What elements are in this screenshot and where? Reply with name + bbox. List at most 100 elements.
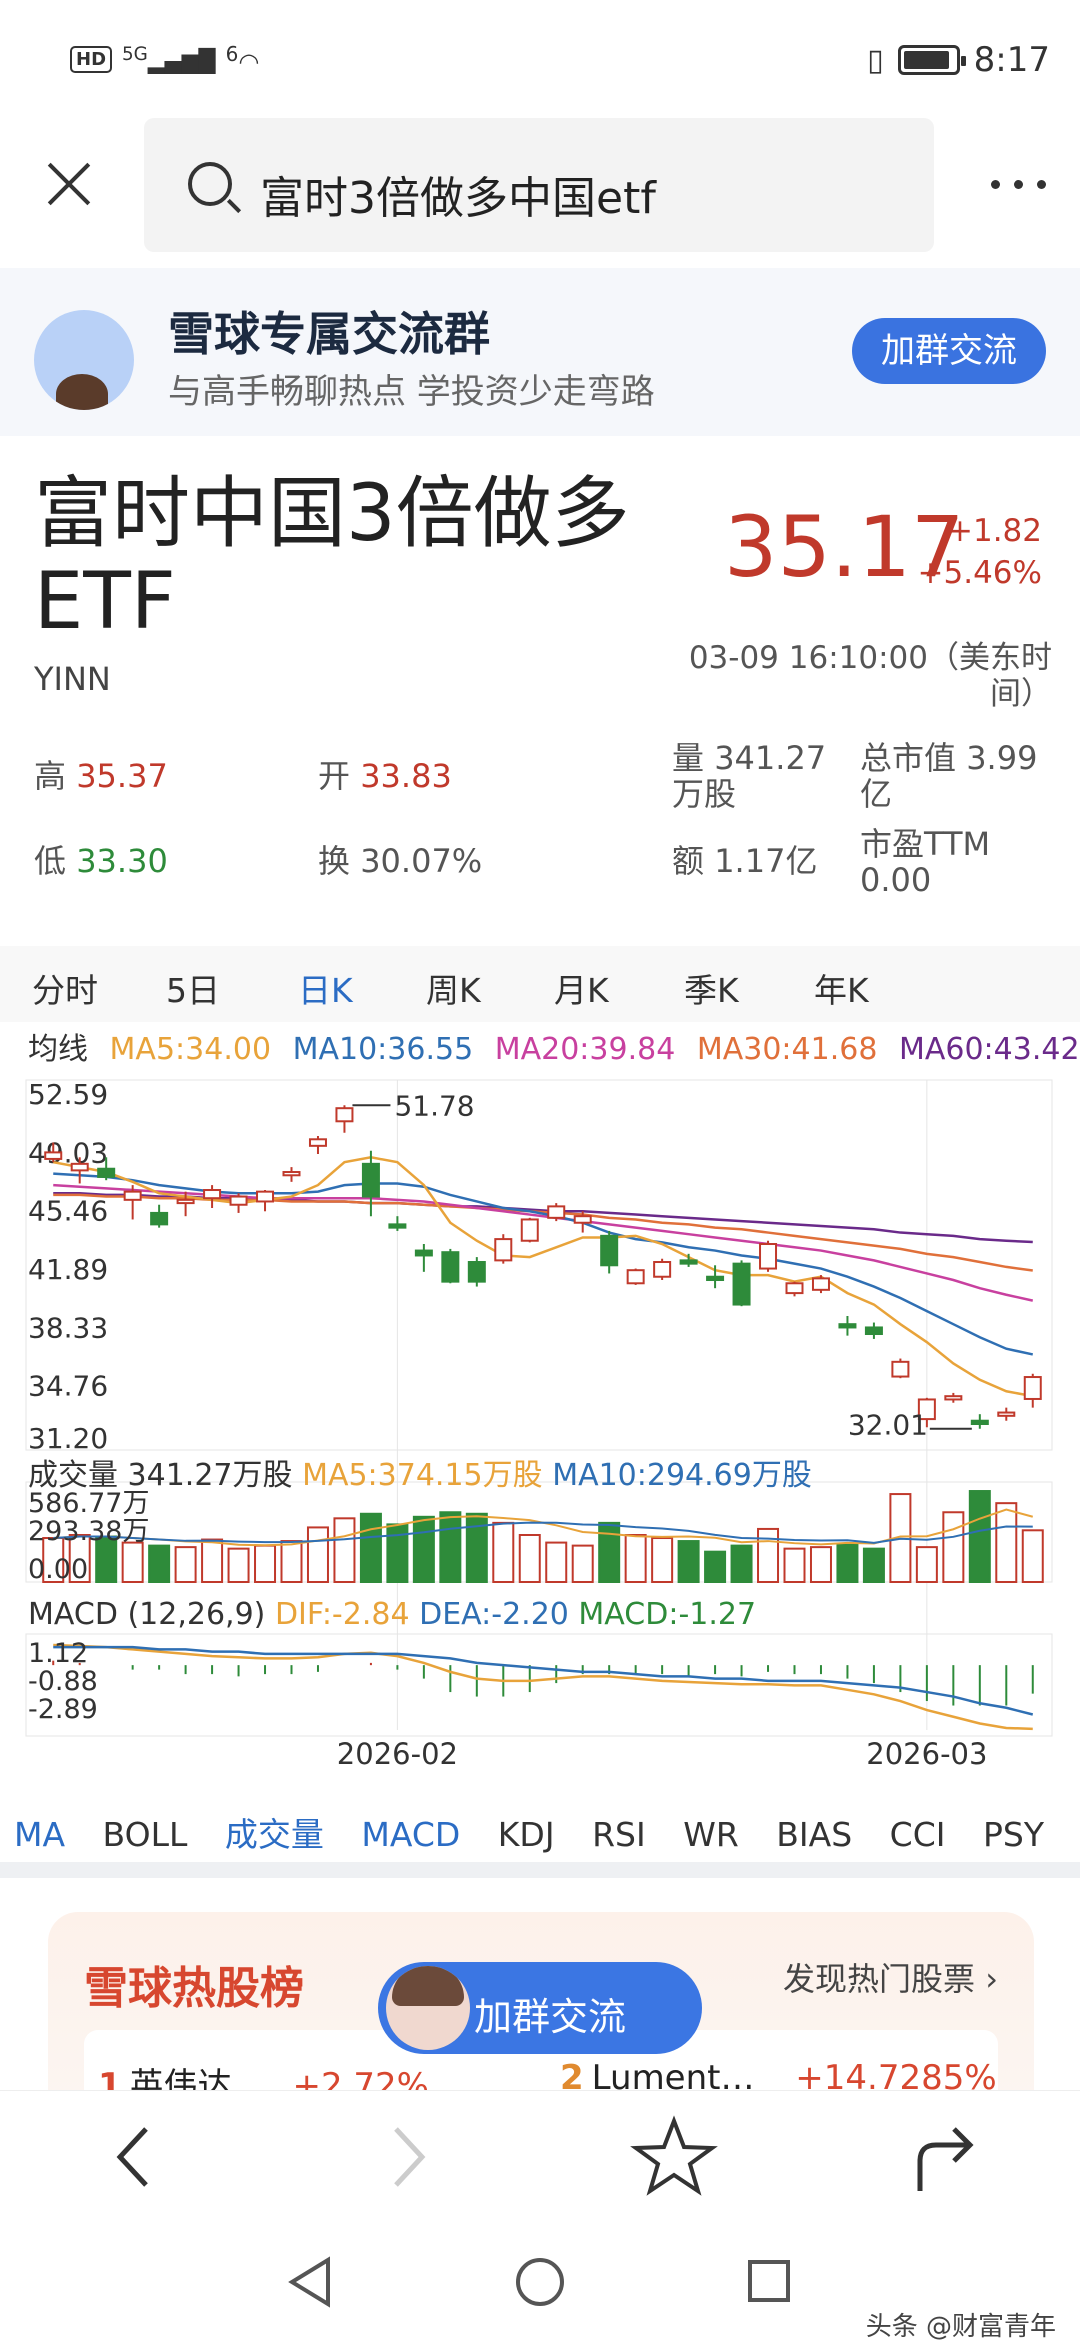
wifi-icon: 6◠	[225, 42, 260, 76]
candle-body	[811, 1277, 830, 1291]
more-icon[interactable]	[991, 180, 1046, 189]
change-value: +1.82	[947, 513, 1042, 549]
volume-bar	[412, 1515, 435, 1584]
macd-value: MACD:-1.27	[578, 1597, 757, 1632]
tab-ind-ma[interactable]: MA	[14, 1815, 66, 1854]
y-tick-label: 34.76	[28, 1370, 108, 1403]
candle-body	[944, 1395, 963, 1401]
star-icon[interactable]	[630, 2115, 718, 2196]
candle-body	[97, 1167, 116, 1178]
back-icon[interactable]	[116, 2127, 148, 2187]
y-tick-label: 31.20	[28, 1422, 108, 1455]
candle-body	[441, 1251, 460, 1283]
ma60-line	[53, 1192, 1033, 1244]
tab-ind-cci[interactable]: CCI	[889, 1815, 946, 1854]
search-input[interactable]: 富时3倍做多中国etf	[144, 118, 934, 252]
candle-body	[520, 1218, 539, 1242]
signal-icon: 5G▂▄▆█	[122, 43, 216, 75]
avatar	[34, 310, 134, 410]
tab-ind-psy[interactable]: PSY	[982, 1815, 1044, 1854]
y-tick-label: 45.46	[28, 1195, 108, 1228]
system-back-icon[interactable]	[288, 2256, 330, 2308]
volume-bar	[915, 1546, 938, 1583]
volume-label: 成交量 341.27万股	[28, 1458, 293, 1493]
candle-body	[653, 1261, 672, 1278]
tab-ind-bias[interactable]: BIAS	[776, 1815, 853, 1854]
group-banner[interactable]: 雪球专属交流群 与高手畅聊热点 学投资少走弯路 加群交流	[0, 268, 1080, 436]
system-recents-icon[interactable]	[748, 2260, 790, 2302]
tab-period-yearly[interactable]: 年K	[814, 971, 869, 1010]
y-tick-label: 52.59	[28, 1078, 108, 1111]
min-annotation: 32.01	[848, 1409, 928, 1442]
tab-period-daily[interactable]: 日K	[298, 971, 353, 1010]
candle-body	[1023, 1376, 1042, 1400]
watermark: 头条 @财富青年	[865, 2312, 1056, 2340]
stock-ticker: YINN	[34, 660, 111, 698]
system-home-icon[interactable]	[516, 2258, 564, 2306]
macd-legend: MACD (12,26,9) DIF:-2.84 DEA:-2.20 MACD:…	[28, 1597, 756, 1632]
stat-turnover: 换 30.07%	[318, 842, 483, 880]
close-icon[interactable]	[45, 160, 93, 208]
volume-bar	[518, 1534, 541, 1583]
volume-bar	[783, 1547, 806, 1584]
tab-ind-kdj[interactable]: KDJ	[497, 1815, 555, 1854]
volume-bar	[1021, 1529, 1044, 1583]
volume-bar	[862, 1547, 885, 1584]
candle-body	[626, 1269, 645, 1285]
price-panel-frame	[25, 1079, 1053, 1451]
candle-body	[282, 1171, 301, 1177]
ma-legend: 均线 MA5:34.00 MA10:36.55 MA20:39.84 MA30:…	[28, 1024, 1080, 1068]
candle-body	[785, 1282, 804, 1295]
volume-bar	[359, 1512, 382, 1584]
tab-period-weekly[interactable]: 周K	[426, 971, 481, 1010]
status-bar: HD 5G▂▄▆█ 6◠ ▯ 8:17	[0, 0, 1080, 110]
tab-period-5day[interactable]: 5日	[166, 971, 220, 1010]
volume-tick-label: 0.00	[28, 1554, 88, 1585]
top-bar: 富时3倍做多中国etf	[0, 110, 1080, 260]
candle-body	[494, 1238, 513, 1262]
y-tick-label: 38.33	[28, 1311, 108, 1344]
banner-subtitle: 与高手畅聊热点 学投资少走弯路	[168, 372, 655, 412]
tab-period-monthly[interactable]: 月K	[554, 971, 609, 1010]
battery-icon	[897, 45, 966, 75]
volume-bar	[148, 1544, 171, 1584]
volume-bar	[386, 1523, 409, 1583]
volume-bar	[280, 1540, 303, 1583]
ma30-line	[53, 1193, 1033, 1272]
stat-open: 开 33.83	[318, 757, 452, 795]
discover-hot-link[interactable]: 发现热门股票 ›	[783, 1960, 998, 1998]
floating-join-group-button[interactable]: 加群交流	[378, 1962, 702, 2054]
tab-period-intraday[interactable]: 分时	[32, 971, 98, 1010]
volume-bar	[704, 1550, 727, 1584]
volume-bar	[201, 1538, 224, 1584]
browser-nav-bar	[0, 2090, 1080, 2220]
candle-body	[150, 1211, 169, 1226]
clock: 8:17	[973, 40, 1050, 80]
share-icon[interactable]	[917, 2127, 974, 2191]
volume-bar	[227, 1547, 250, 1584]
system-nav-bar	[0, 2222, 1080, 2340]
macd-tick-label: -0.88	[28, 1666, 98, 1697]
dif-line	[53, 1643, 1033, 1731]
tab-ind-boll[interactable]: BOLL	[102, 1815, 188, 1854]
tab-ind-macd[interactable]: MACD	[361, 1815, 461, 1854]
candle-body	[891, 1360, 910, 1378]
volume-bar	[254, 1544, 277, 1584]
candle-body	[70, 1162, 89, 1172]
tab-ind-rsi[interactable]: RSI	[592, 1815, 646, 1854]
candle-body	[361, 1162, 380, 1198]
stat-volume: 量 341.27万股	[672, 739, 827, 813]
tab-ind-volume[interactable]: 成交量	[224, 1815, 324, 1854]
candle-body	[467, 1261, 486, 1283]
ma5-line	[53, 1156, 1033, 1398]
divider	[0, 1862, 1080, 1878]
volume-ma5: MA5:374.15万股	[302, 1458, 543, 1493]
kline-chart[interactable]: 52.5949.0345.4641.8938.3334.7631.2051.78…	[0, 1070, 1080, 1770]
tab-ind-wr[interactable]: WR	[683, 1815, 739, 1854]
quote-time: 03-09 16:10:00（美东时间）	[688, 640, 1052, 712]
volume-bar	[968, 1490, 991, 1583]
tab-period-quarterly[interactable]: 季K	[684, 971, 739, 1010]
ma10-value: MA10:36.55	[292, 1032, 474, 1067]
join-group-button[interactable]: 加群交流	[852, 318, 1046, 384]
